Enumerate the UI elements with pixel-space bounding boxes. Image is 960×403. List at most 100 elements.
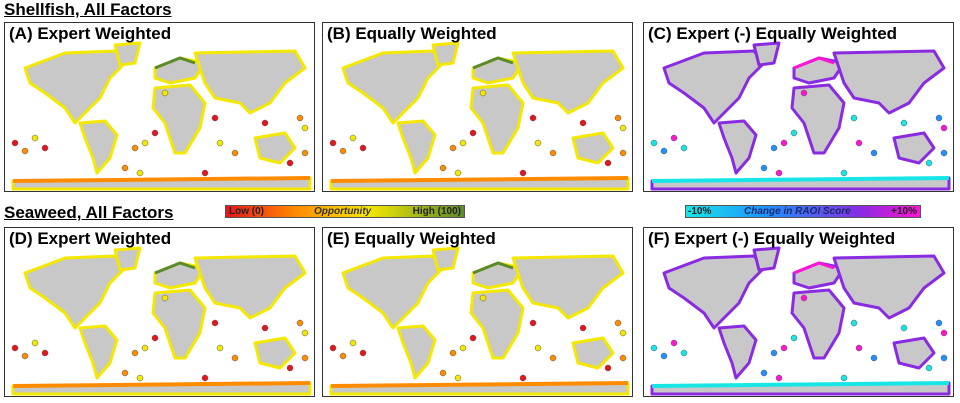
island-marker (940, 124, 948, 132)
island-marker (301, 149, 309, 157)
map-panel: (C) Expert (-) Equally Weighted (643, 22, 954, 192)
island-marker (31, 134, 39, 142)
island-marker (579, 119, 587, 127)
island-marker (11, 344, 19, 352)
island-marker (454, 169, 462, 177)
island-marker (775, 169, 783, 177)
section-title-seaweed: Seaweed, All Factors (4, 203, 174, 222)
island-marker (604, 364, 612, 372)
island-marker (339, 147, 347, 155)
island-marker (201, 169, 209, 177)
island-marker (161, 89, 169, 97)
island-marker (301, 354, 309, 362)
island-marker (286, 159, 294, 167)
panel-label: (B) Equally Weighted (327, 24, 497, 43)
island-marker (870, 149, 878, 157)
island-marker (790, 129, 798, 137)
island-marker (780, 139, 788, 147)
island-marker (131, 144, 139, 152)
island-marker (529, 114, 537, 122)
island-marker (469, 129, 477, 137)
island-marker (604, 159, 612, 167)
island-marker (579, 324, 587, 332)
world-map (329, 246, 630, 396)
map-panel: (D) Expert Weighted (4, 227, 315, 397)
island-marker (935, 319, 943, 327)
island-marker (800, 89, 808, 97)
section-title-shellfish: Shellfish, All Factors (4, 0, 172, 19)
island-marker (529, 319, 537, 327)
island-marker (619, 329, 627, 337)
island-marker (870, 354, 878, 362)
island-marker (469, 334, 477, 342)
island-marker (296, 319, 304, 327)
island-marker (770, 144, 778, 152)
island-marker (11, 139, 19, 147)
island-marker (136, 169, 144, 177)
change-legend: -10% Change in RAOI Score +10% (685, 205, 921, 218)
island-marker (41, 349, 49, 357)
island-marker (940, 329, 948, 337)
island-marker (534, 344, 542, 352)
world-map (650, 246, 951, 396)
island-marker (349, 339, 357, 347)
island-marker (349, 134, 357, 142)
island-marker (650, 344, 658, 352)
island-marker (840, 374, 848, 382)
panel-label: (D) Expert Weighted (9, 229, 172, 248)
island-marker (449, 144, 457, 152)
island-marker (141, 344, 149, 352)
island-marker (850, 114, 858, 122)
island-marker (770, 349, 778, 357)
island-marker (940, 354, 948, 362)
island-marker (121, 369, 129, 377)
island-marker (900, 324, 908, 332)
island-marker (840, 169, 848, 177)
island-marker (459, 344, 467, 352)
legend-title: Opportunity (314, 206, 372, 217)
island-marker (329, 344, 337, 352)
world-map (11, 41, 312, 191)
island-marker (650, 139, 658, 147)
island-marker (151, 129, 159, 137)
opportunity-legend: Low (0) Opportunity High (100) (225, 205, 465, 218)
island-marker (619, 124, 627, 132)
panel-label: (E) Equally Weighted (327, 229, 496, 248)
island-marker (660, 352, 668, 360)
island-marker (301, 124, 309, 132)
legend-title: Change in RAOI Score (744, 206, 851, 217)
island-marker (454, 374, 462, 382)
legend-high-label: +10% (891, 206, 917, 217)
island-marker (850, 319, 858, 327)
island-marker (286, 364, 294, 372)
island-marker (41, 144, 49, 152)
island-marker (359, 144, 367, 152)
island-marker (261, 324, 269, 332)
island-marker (21, 352, 29, 360)
map-panel: (E) Equally Weighted (322, 227, 633, 397)
map-panel: (A) Expert Weighted (4, 22, 315, 192)
island-marker (800, 294, 808, 302)
island-marker (211, 114, 219, 122)
island-marker (231, 354, 239, 362)
island-marker (216, 344, 224, 352)
island-marker (614, 319, 622, 327)
island-marker (935, 114, 943, 122)
island-marker (359, 349, 367, 357)
island-marker (619, 149, 627, 157)
island-marker (211, 319, 219, 327)
island-marker (760, 369, 768, 377)
world-map (650, 41, 951, 191)
island-marker (439, 369, 447, 377)
island-marker (201, 374, 209, 382)
island-marker (549, 149, 557, 157)
island-marker (329, 139, 337, 147)
island-marker (31, 339, 39, 347)
panel-label: (C) Expert (-) Equally Weighted (648, 24, 898, 43)
island-marker (136, 374, 144, 382)
island-marker (619, 354, 627, 362)
map-panel: (B) Equally Weighted (322, 22, 633, 192)
island-marker (940, 149, 948, 157)
island-marker (261, 119, 269, 127)
legend-low-label: Low (0) (229, 206, 264, 217)
